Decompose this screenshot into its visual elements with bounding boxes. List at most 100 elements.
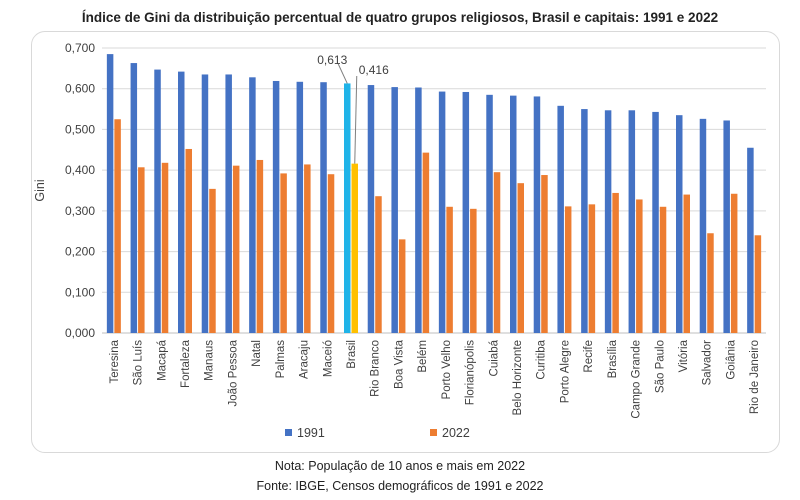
y-tick-label: 0,600 — [65, 82, 95, 96]
bar-2022 — [754, 235, 762, 333]
x-tick-label: Palmas — [275, 340, 287, 379]
bar-1991 — [486, 94, 493, 333]
x-tick-label: Maceió — [322, 340, 334, 377]
source-note: Fonte: IBGE, Censos demográficos de 1991… — [256, 479, 544, 493]
bar-1991 — [438, 91, 446, 333]
legend-swatch — [430, 429, 437, 436]
bar-1991 — [130, 63, 138, 334]
y-tick-label: 0,500 — [65, 122, 95, 136]
x-tick-label: Salvador — [702, 340, 714, 386]
x-tick-label: Campo Grande — [631, 340, 643, 419]
bar-1991 — [723, 120, 730, 333]
x-tick-label: Belo Horizonte — [512, 340, 524, 415]
y-tick-label: 0,000 — [65, 326, 95, 340]
bar-1991 — [462, 91, 470, 333]
bar-2022 — [304, 164, 311, 333]
bar-2022 — [351, 163, 358, 333]
bar-1991 — [106, 54, 114, 333]
bar-2022 — [612, 192, 619, 333]
x-tick-label: Boa Vista — [393, 339, 405, 389]
bar-2022 — [730, 193, 738, 333]
bar-2022 — [280, 173, 287, 333]
bar-2022 — [422, 152, 430, 333]
x-tick-label: Aracaju — [299, 340, 311, 379]
x-tick-label: Brasil — [346, 340, 358, 369]
bar-1991 — [604, 110, 612, 334]
annotation-value-2022: 0,416 — [359, 63, 389, 77]
bar-2022 — [138, 167, 145, 333]
y-tick-label: 0,100 — [65, 285, 95, 299]
bar-1991 — [344, 83, 351, 334]
x-tick-label: Rio de Janeiro — [749, 340, 761, 414]
bar-1991 — [367, 85, 375, 333]
x-tick-label: Teresina — [109, 339, 121, 383]
bar-1991 — [533, 96, 541, 333]
bar-1991 — [747, 147, 754, 333]
bar-1991 — [154, 69, 161, 333]
legend-swatch — [285, 429, 292, 436]
legend-label: 2022 — [442, 426, 470, 440]
bar-2022 — [398, 239, 406, 333]
x-tick-label: Belém — [417, 340, 429, 373]
bar-1991 — [272, 80, 280, 333]
bar-1991 — [178, 71, 185, 333]
x-tick-label: Brasília — [607, 339, 619, 378]
bar-1991 — [628, 110, 636, 334]
bar-1991 — [676, 115, 683, 333]
bar-1991 — [581, 109, 588, 333]
bar-2022 — [707, 233, 714, 333]
bar-2022 — [446, 206, 453, 333]
bar-2022 — [588, 204, 596, 333]
y-tick-label: 0,400 — [65, 163, 95, 177]
bar-1991 — [391, 87, 398, 333]
annotation-value-1991: 0,613 — [317, 53, 347, 67]
bar-2022 — [470, 208, 477, 333]
bar-1991 — [249, 77, 256, 333]
bar-1991 — [557, 105, 564, 333]
bar-2022 — [256, 159, 264, 333]
annotation-leader-1991 — [337, 63, 348, 84]
bar-1991 — [699, 118, 707, 333]
bar-1991 — [415, 87, 422, 333]
y-tick-label: 0,200 — [65, 245, 95, 259]
x-tick-label: Curitiba — [536, 339, 548, 379]
bar-2022 — [564, 206, 572, 333]
bar-2022 — [209, 188, 216, 333]
bar-1991 — [201, 74, 209, 333]
legend-label: 1991 — [297, 426, 325, 440]
bar-2022 — [114, 119, 121, 333]
bar-2022 — [493, 172, 501, 333]
x-tick-label: Rio Branco — [370, 340, 382, 397]
bar-2022 — [232, 165, 240, 333]
x-tick-label: São Paulo — [654, 340, 666, 393]
bar-2022 — [517, 183, 524, 333]
bar-2022 — [375, 196, 382, 333]
x-tick-label: Natal — [251, 340, 263, 367]
x-tick-label: Goiânia — [725, 339, 737, 379]
bar-2022 — [636, 199, 643, 333]
bar-1991 — [296, 81, 304, 334]
annotation-leader-2022 — [354, 75, 358, 164]
x-tick-label: Fortaleza — [180, 339, 192, 388]
population-note: Nota: População de 10 anos e mais em 202… — [274, 459, 526, 473]
y-tick-label: 0,700 — [65, 41, 95, 55]
bar-1991 — [510, 95, 517, 333]
bar-2022 — [161, 162, 169, 333]
chart-title: Índice de Gini da distribuição percentua… — [81, 10, 719, 25]
bar-1991 — [225, 74, 232, 333]
x-tick-label: São Luís — [133, 340, 145, 386]
x-tick-label: João Pessoa — [227, 339, 239, 406]
x-tick-label: Vitória — [678, 339, 690, 372]
bar-2022 — [683, 194, 690, 333]
bar-2022 — [541, 175, 548, 333]
bar-1991 — [652, 111, 659, 334]
bar-2022 — [185, 148, 192, 333]
bar-2022 — [659, 206, 667, 333]
bar-2022 — [327, 174, 335, 333]
bar-1991 — [320, 82, 327, 333]
x-tick-label: Cuiabá — [488, 339, 500, 376]
x-tick-label: Porto Alegre — [559, 340, 571, 403]
x-tick-label: Porto Velho — [441, 340, 453, 399]
y-axis-label: Gini — [33, 179, 47, 201]
